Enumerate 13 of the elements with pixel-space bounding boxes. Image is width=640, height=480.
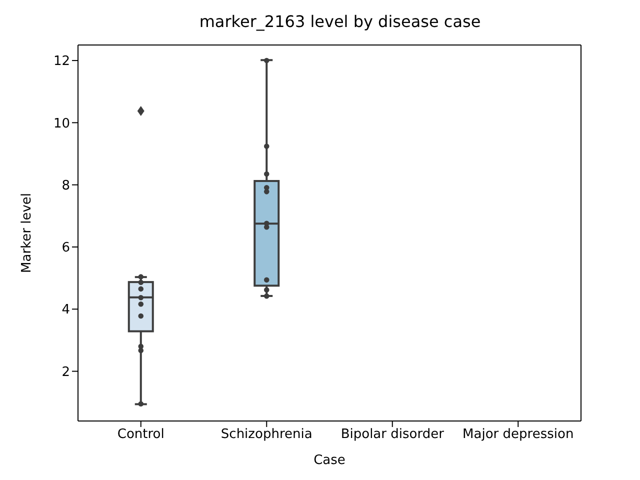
y-tick-label: 8 [62, 178, 70, 194]
x-axis-title: Case [314, 453, 346, 468]
x-tick-label: Control [117, 427, 164, 442]
x-tick-label: Major depression [462, 427, 574, 442]
y-tick-label: 4 [62, 302, 70, 318]
x-tick-label: Bipolar disorder [340, 427, 445, 442]
chart-title: marker_2163 level by disease case [198, 11, 482, 33]
y-axis-title: Marker level [20, 193, 35, 273]
x-tick-label: Schizophrenia [220, 427, 312, 442]
y-tick-label: 10 [53, 116, 70, 132]
y-tick-label: 2 [62, 364, 70, 380]
y-tick-label: 12 [53, 54, 70, 70]
y-tick-label: 6 [62, 240, 70, 256]
